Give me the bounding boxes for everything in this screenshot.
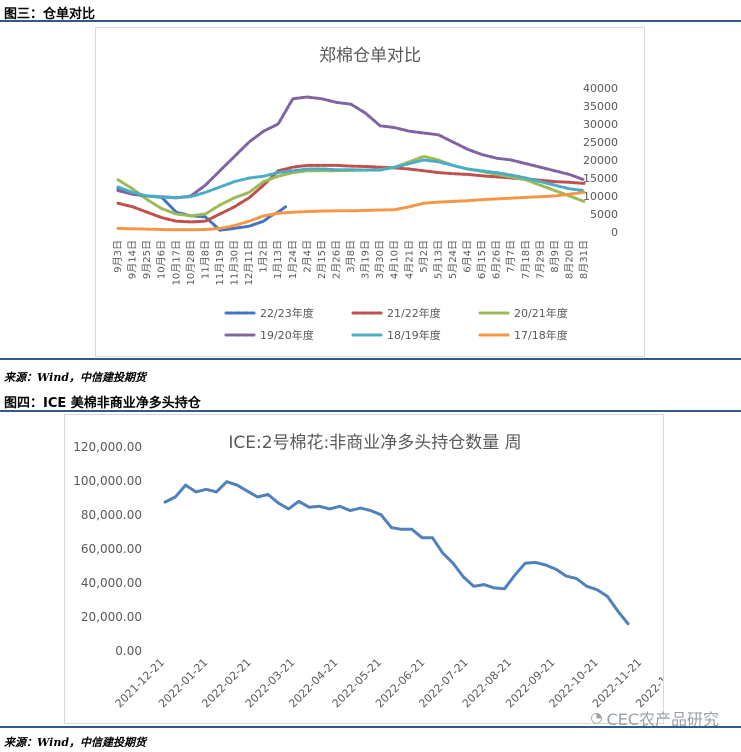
y-tick-label: 0.00 <box>115 644 142 658</box>
x-tick-label: 8月20日 <box>563 240 575 279</box>
series-line-0 <box>163 480 630 626</box>
figure-3-bottom-rule <box>0 358 741 360</box>
y-tick-label: 0 <box>611 226 618 239</box>
chart-1-title: 郑棉仓单对比 <box>319 46 421 66</box>
watermark-text: CEC农产品研究 <box>606 710 719 729</box>
y-tick-label: 25000 <box>583 136 618 149</box>
y-tick-label: 5000 <box>590 208 618 221</box>
x-tick-label: 12月11日 <box>243 240 255 285</box>
x-tick-label: 10月28日 <box>185 240 197 285</box>
y-tick-label: 20000 <box>583 154 618 167</box>
figure-4-top-rule <box>0 410 741 412</box>
x-tick-label: 3月8日 <box>345 240 357 273</box>
y-tick-label: 120,000.00 <box>73 440 142 454</box>
y-tick-label: 35000 <box>583 100 618 113</box>
x-tick-label: 11月30日 <box>229 240 241 285</box>
figure-4-source: 来源：Wind，中信建投期货 <box>4 736 147 749</box>
series-line-1 <box>116 163 586 224</box>
chart-1-panel: 郑棉仓单对比 0 5000 10000 15000 20000 25000 30000 3500… <box>95 27 645 357</box>
x-tick-label: 10月6日 <box>156 240 168 279</box>
x-tick-label: 1月13日 <box>272 240 284 279</box>
legend-label-0: 22/23年度 <box>260 306 314 320</box>
x-tick-label: 1月2日 <box>258 240 270 273</box>
x-tick-label: 11月8日 <box>199 240 211 279</box>
y-tick-label: 10000 <box>583 190 618 203</box>
x-tick-label: 11月19日 <box>214 240 226 285</box>
chart-2-panel: ICE:2号棉花:非商业净多头持仓数量 周 0.00 20,000.00 40,000… <box>64 414 731 724</box>
x-tick-label: 2月26日 <box>330 240 342 279</box>
x-tick-label: 7月29日 <box>534 240 546 279</box>
x-tick-label: 7月18日 <box>520 240 532 279</box>
x-tick-label: 5月2日 <box>418 240 430 273</box>
ice-net-long-chart: ICE:2号棉花:非商业净多头持仓数量 周 0.00 20,000.00 40,000… <box>73 433 731 710</box>
chart-2-title: ICE:2号棉花:非商业净多头持仓数量 周 <box>228 433 521 453</box>
legend-label-4: 18/19年度 <box>387 328 441 342</box>
x-tick-label: 6月4日 <box>462 240 474 273</box>
x-tick-label: 3月30日 <box>374 240 386 279</box>
y-tick-label: 40,000.00 <box>81 576 142 590</box>
x-tick-label: 6月26日 <box>491 240 503 279</box>
y-tick-label: 40000 <box>583 82 618 95</box>
series-line-5 <box>116 190 586 232</box>
figure-3-heading: 图三：仓单对比 <box>4 7 96 22</box>
figure-4-heading: 图四：ICE 美棉非商业净多头持仓 <box>4 396 201 411</box>
x-tick-label: 3月19日 <box>360 240 372 279</box>
x-tick-label: 9月14日 <box>127 240 139 279</box>
legend-label-2: 20/21年度 <box>514 306 568 320</box>
y-tick-label: 100,000.00 <box>73 474 142 488</box>
figure-4-bottom-rule <box>0 726 741 728</box>
y-tick-label: 20,000.00 <box>81 610 142 624</box>
series-line-3 <box>116 95 586 200</box>
x-tick-label: 8月9日 <box>549 240 561 273</box>
x-tick-label: 1月24日 <box>287 240 299 279</box>
x-tick-label: 9月25日 <box>141 240 153 279</box>
figure-3-source: 来源：Wind，中信建投期货 <box>4 371 147 384</box>
legend-label-5: 17/18年度 <box>514 328 568 342</box>
y-tick-label: 80,000.00 <box>81 508 142 522</box>
x-tick-label: 2月4日 <box>301 240 313 273</box>
x-tick-label: 2月15日 <box>316 240 328 279</box>
wechat-icon: ◔ <box>590 710 603 726</box>
x-tick-label: 5月13日 <box>432 240 444 279</box>
x-tick-label: 7月7日 <box>505 240 517 273</box>
figure-3-top-rule <box>0 20 741 22</box>
y-tick-label: 60,000.00 <box>81 542 142 556</box>
watermark: ◔ CEC农产品研究 <box>590 706 719 730</box>
y-tick-label: 30000 <box>583 118 618 131</box>
x-tick-label: 5月24日 <box>447 240 459 279</box>
x-tick-label: 4月21日 <box>403 240 415 279</box>
x-tick-label: 6月15日 <box>476 240 488 279</box>
x-tick-label: 9月3日 <box>112 240 124 273</box>
x-tick-label: 4月10日 <box>389 240 401 279</box>
legend-label-1: 21/22年度 <box>387 306 441 320</box>
legend-label-3: 19/20年度 <box>260 328 314 342</box>
y-tick-label: 15000 <box>583 172 618 185</box>
x-tick-label: 8月31日 <box>578 240 590 279</box>
x-tick-label: 10月17日 <box>170 240 182 285</box>
warehouse-receipt-chart: 郑棉仓单对比 0 5000 10000 15000 20000 25000 30000 3500… <box>112 46 618 342</box>
series-line-4 <box>116 158 586 200</box>
